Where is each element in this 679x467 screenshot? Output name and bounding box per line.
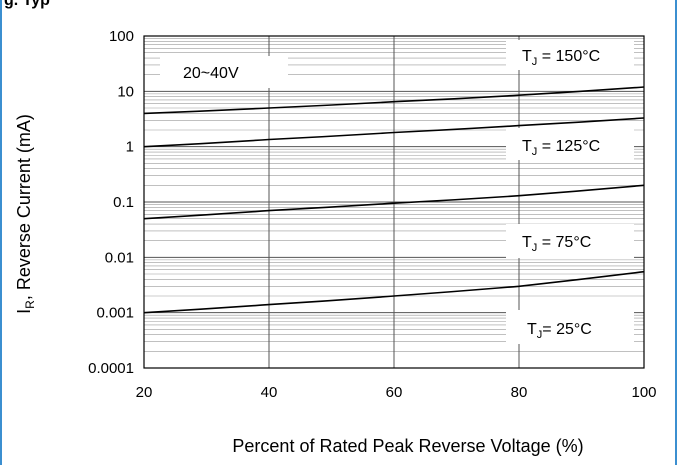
x-tick-labels: 20 40 60 80 100 — [136, 384, 657, 401]
y-axis-title-main: I — [14, 309, 34, 314]
range-label: 20~40V — [183, 65, 239, 82]
series-label-box-150 — [506, 40, 634, 70]
y-tick-label: 0.001 — [96, 305, 134, 322]
y-tick-label: 0.0001 — [88, 360, 134, 377]
series-label-box-75 — [506, 224, 634, 258]
figure-heading-fragment: g. Typ — [4, 0, 50, 9]
range-label-box — [160, 56, 288, 88]
x-tick-label: 40 — [261, 384, 278, 401]
y-axis-title: IR, Reverse Current (mA) — [14, 114, 37, 314]
x-tick-label: 100 — [631, 384, 656, 401]
y-tick-label: 100 — [109, 28, 134, 45]
series-line-1 — [143, 117, 645, 148]
y-tick-label: 0.01 — [105, 249, 134, 266]
series-label-1: TJ = 125°C — [522, 138, 600, 158]
series-label-2: TJ = 75°C — [522, 234, 591, 254]
series-label-0: TJ = 150°C — [522, 48, 600, 68]
y-tick-label: 10 — [117, 83, 134, 100]
y-tick-labels: 0.0001 0.001 0.01 0.1 1 10 100 — [88, 28, 134, 377]
series-line-0 — [143, 86, 645, 115]
plot-border — [143, 35, 645, 369]
series-line-3 — [143, 270, 645, 314]
annotation-backgrounds — [160, 40, 634, 344]
y-tick-label: 0.1 — [113, 194, 134, 211]
series-annotations: 20~40V TJ = 150°C TJ = 125°C TJ = 75°C TJ= 2… — [183, 48, 600, 341]
y-tick-label: 1 — [126, 139, 134, 156]
y-axis-title-subscript: R — [23, 300, 37, 309]
series-label-box-25 — [506, 310, 634, 344]
x-tick-label: 60 — [386, 384, 403, 401]
series-label-box-125 — [506, 128, 634, 160]
series-line-2 — [143, 184, 645, 220]
series-lines — [143, 86, 645, 314]
x-axis-title: Percent of Rated Peak Reverse Voltage (%… — [232, 436, 583, 456]
series-label-3: TJ= 25°C — [527, 321, 592, 341]
x-tick-label: 80 — [511, 384, 528, 401]
y-axis-title-rest: , Reverse Current (mA) — [14, 114, 34, 300]
x-tick-label: 20 — [136, 384, 153, 401]
